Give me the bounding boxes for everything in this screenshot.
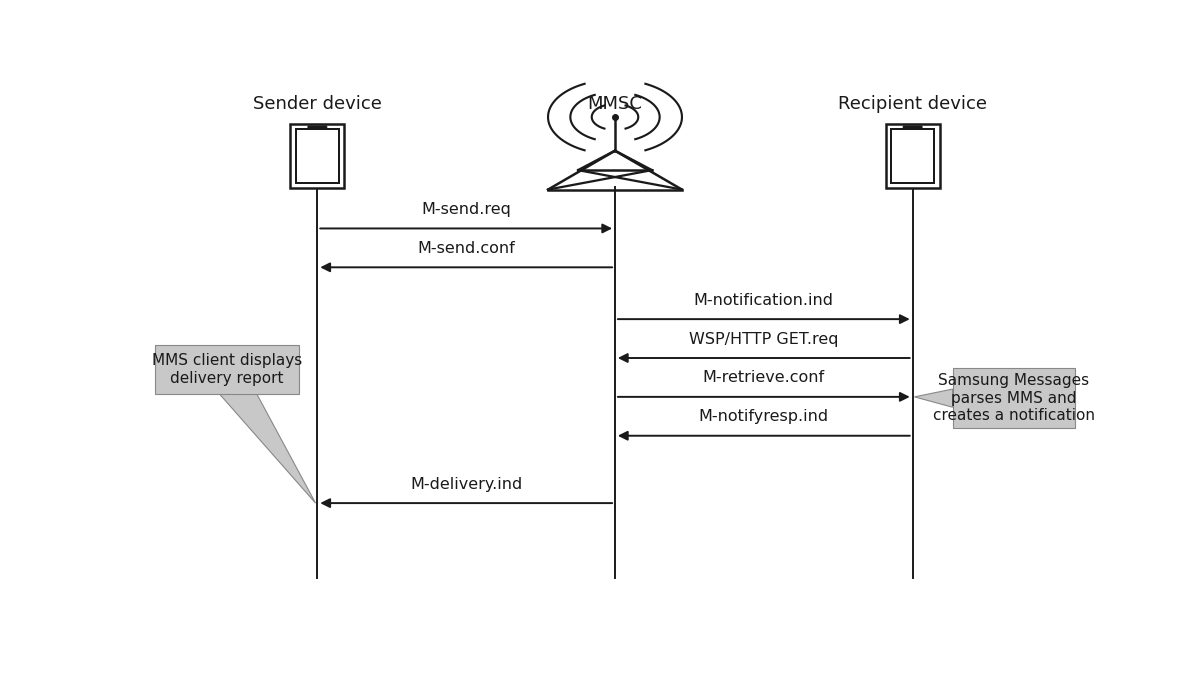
- Text: Recipient device: Recipient device: [838, 95, 988, 113]
- Bar: [892, 129, 934, 183]
- Text: M-retrieve.conf: M-retrieve.conf: [703, 370, 824, 386]
- Polygon shape: [914, 389, 953, 407]
- Bar: [953, 368, 1075, 428]
- Bar: [290, 124, 344, 188]
- Text: WSP/HTTP GET.req: WSP/HTTP GET.req: [689, 332, 839, 347]
- Text: Samsung Messages
parses MMS and
creates a notification: Samsung Messages parses MMS and creates …: [932, 374, 1094, 423]
- Text: M-send.req: M-send.req: [421, 202, 511, 217]
- Text: MMSC: MMSC: [588, 95, 642, 113]
- Bar: [886, 124, 940, 188]
- Text: M-delivery.ind: M-delivery.ind: [410, 476, 522, 492]
- FancyBboxPatch shape: [904, 126, 922, 129]
- Text: Sender device: Sender device: [253, 95, 382, 113]
- Text: MMS client displays
delivery report: MMS client displays delivery report: [151, 353, 302, 386]
- Bar: [155, 345, 299, 394]
- Text: M-notification.ind: M-notification.ind: [694, 293, 834, 308]
- FancyBboxPatch shape: [308, 126, 326, 129]
- Bar: [296, 129, 338, 183]
- Text: M-send.conf: M-send.conf: [418, 241, 515, 256]
- Text: M-notifyresp.ind: M-notifyresp.ind: [698, 409, 829, 425]
- Polygon shape: [220, 394, 316, 503]
